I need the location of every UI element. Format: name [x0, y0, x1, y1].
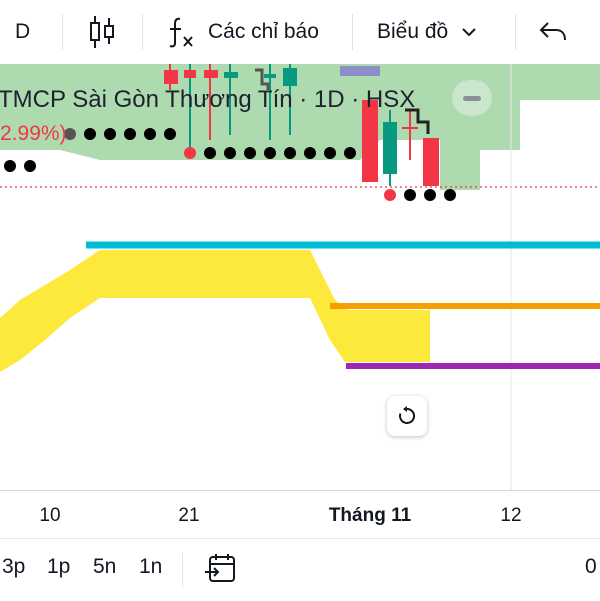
chart-canvas[interactable]: [0, 64, 600, 490]
timeframe-button[interactable]: 3p: [2, 555, 26, 578]
interval-button[interactable]: D: [15, 0, 30, 64]
timeframe-button[interactable]: 1p: [47, 555, 71, 578]
dots-upper: [64, 128, 176, 140]
interval-label: D: [15, 20, 31, 43]
reset-chart-button[interactable]: [387, 396, 427, 436]
dots-left: [4, 160, 36, 172]
calendar-goto-icon: [205, 554, 235, 582]
dots-lower: [384, 189, 456, 201]
green-cloud: [0, 64, 600, 190]
chart-pane[interactable]: [0, 64, 600, 490]
timeframe-button[interactable]: 1n: [139, 555, 163, 578]
top-toolbar: D Các chỉ báo Biểu đồ: [0, 0, 600, 65]
toolbar-divider: [62, 14, 63, 50]
timeframe-bar: 3p 1p 5n 1n 0: [0, 538, 600, 601]
indicators-label: Các chỉ báo: [208, 20, 319, 43]
legend-collapse-button[interactable]: [452, 80, 492, 116]
reset-icon: [399, 406, 416, 424]
yellow-cloud: [0, 250, 430, 372]
time-axis-label: 21: [178, 505, 200, 526]
symbol-change-percent: 2.99%): [0, 122, 67, 145]
symbol-legend-title[interactable]: TMCP Sài Gòn Thương Tín · 1D · HSX: [0, 86, 416, 113]
chart-style-button[interactable]: [88, 0, 116, 64]
fx-icon: [169, 17, 193, 48]
chevron-down-icon: [462, 28, 476, 37]
toolbar-divider: [515, 14, 516, 50]
time-axis-label: 12: [500, 505, 522, 526]
goto-date-button[interactable]: [204, 553, 238, 590]
bottom-divider: [182, 553, 183, 587]
undo-icon: [539, 22, 566, 41]
indicators-button[interactable]: Các chỉ báo: [166, 0, 319, 64]
bottom-right-value: 0: [585, 555, 597, 578]
toolbar-divider: [352, 14, 353, 50]
toolbar-divider: [142, 14, 143, 50]
minus-icon: [463, 95, 481, 101]
undo-button[interactable]: [538, 0, 568, 64]
chart-type-label: Biểu đồ: [377, 20, 449, 43]
chart-type-dropdown[interactable]: Biểu đồ: [377, 0, 478, 64]
time-axis-label: 10: [39, 505, 61, 526]
time-axis-label: Tháng 11: [328, 505, 412, 526]
candles-icon: [90, 16, 114, 48]
candles: [164, 64, 439, 186]
timeframe-button[interactable]: 5n: [93, 555, 117, 578]
time-axis[interactable]: 10 21 Tháng 11 12: [0, 490, 600, 539]
dots-middle: [184, 147, 356, 159]
